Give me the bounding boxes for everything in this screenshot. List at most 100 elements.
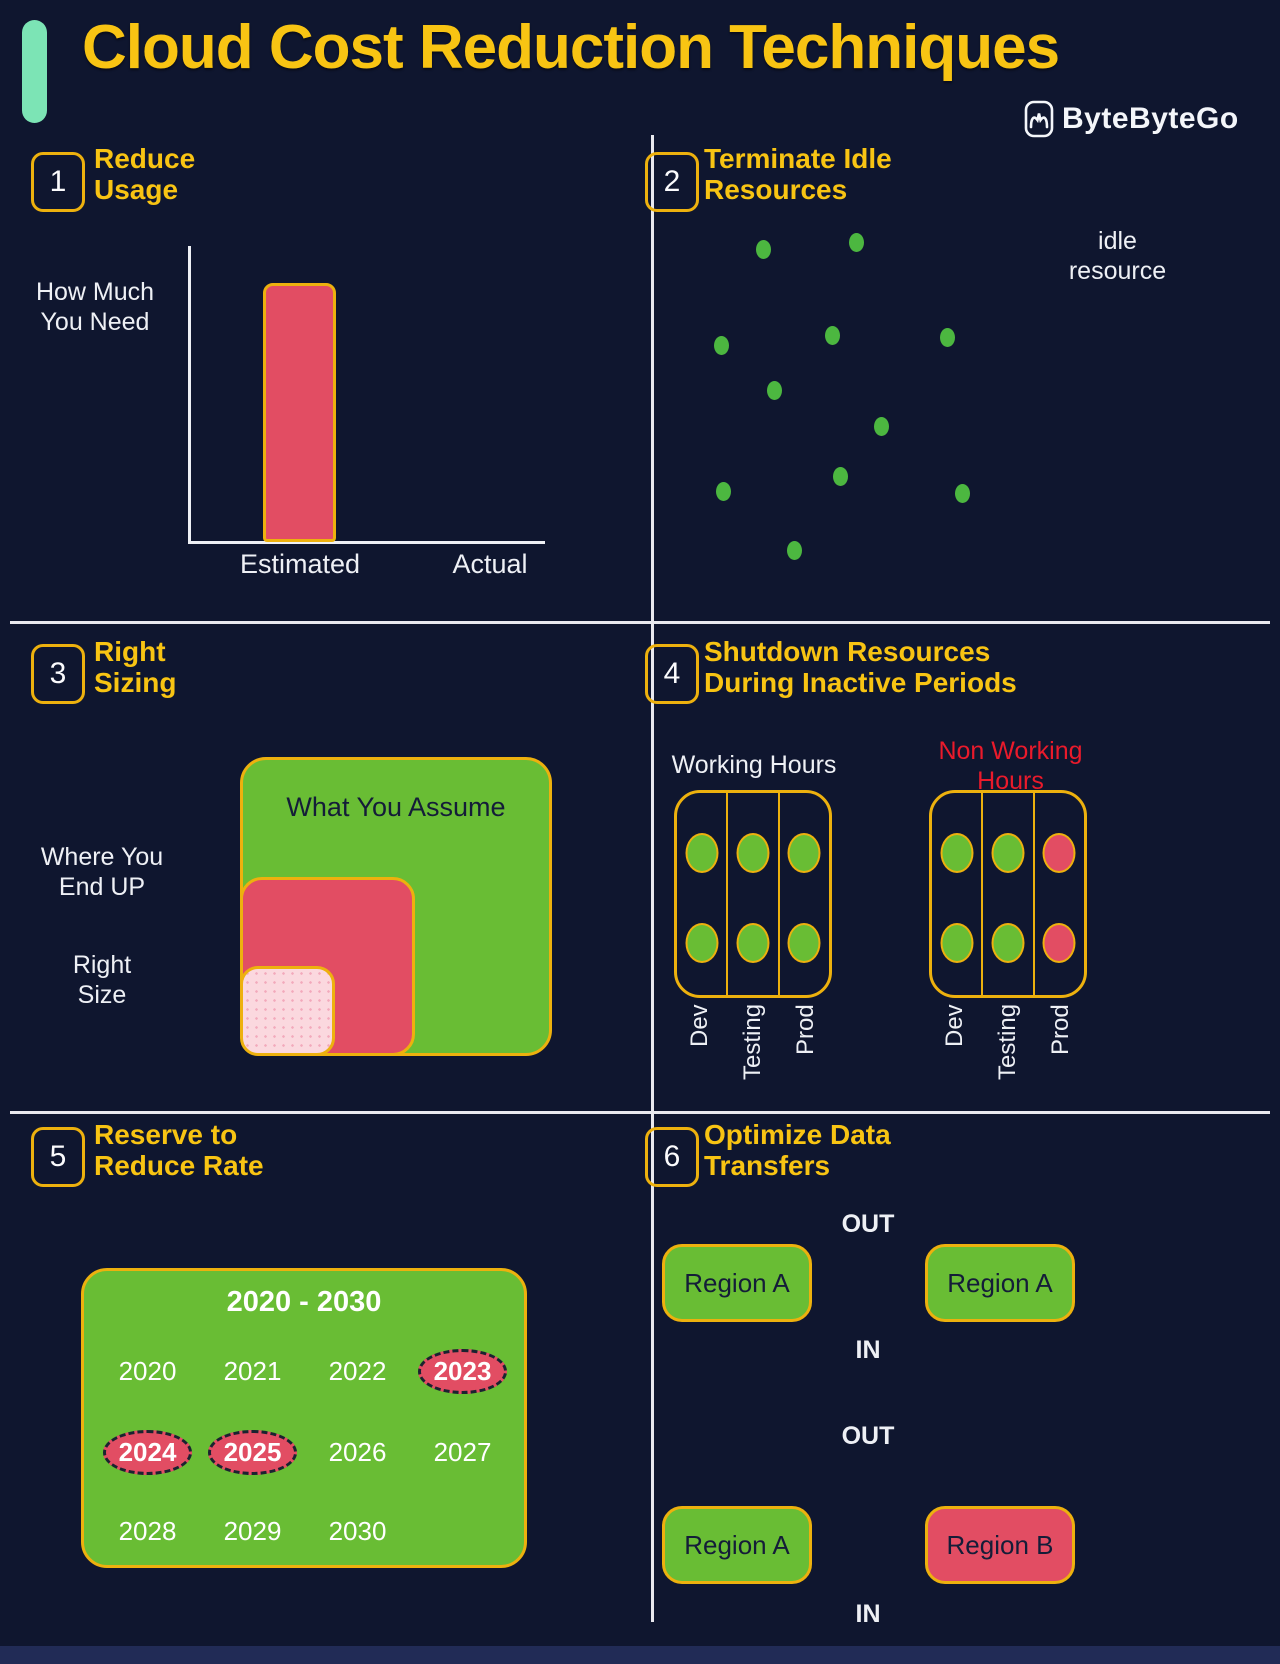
idle-resource-dot	[787, 541, 802, 560]
idle-resource-dot	[955, 484, 970, 503]
working-dev-column	[677, 793, 729, 995]
year-label: 2022	[328, 1356, 387, 1386]
resource-circle-on	[787, 833, 821, 873]
inner-label-line: Size	[77, 981, 127, 1009]
year-label: 2028	[118, 1516, 177, 1546]
bytebytego-icon	[1024, 100, 1054, 138]
panel4-title-line: During Inactive Periods	[704, 667, 1017, 698]
teal-accent-bar	[22, 20, 47, 123]
resource-circle-off	[1042, 923, 1076, 963]
resource-circle-on	[940, 923, 974, 963]
flow2-in-label: IN	[855, 1600, 881, 1628]
panel6-number: 6	[663, 1140, 681, 1173]
year-cell: 2027	[410, 1437, 515, 1475]
flow2-source-region: Region A	[662, 1506, 812, 1584]
panel1-y-label-line: How Much	[35, 278, 155, 306]
nonworking-dev-label: Dev	[941, 1004, 968, 1047]
panel1-title: Reduce Usage	[94, 143, 195, 205]
flow1-source-region: Region A	[662, 1244, 812, 1322]
inner-label-line: Right	[72, 951, 132, 979]
year-label-highlighted: 2024	[102, 1430, 193, 1475]
nonworking-dev-column	[932, 793, 984, 995]
year-label-highlighted: 2023	[417, 1349, 508, 1394]
year-label: 2027	[433, 1437, 492, 1467]
year-cell: 2024	[95, 1430, 200, 1475]
panel2-title: Terminate Idle Resources	[704, 143, 892, 205]
panel5-title-line: Reserve to	[94, 1119, 238, 1150]
working-hours-label: Working Hours	[671, 751, 837, 779]
nonworking-prod-column	[1035, 793, 1084, 995]
year-cell: 2022	[305, 1356, 410, 1394]
idle-resource-dot	[767, 381, 782, 400]
year-label-highlighted: 2025	[207, 1430, 298, 1475]
horizontal-divider-1	[10, 621, 1270, 624]
resource-circle-on	[991, 833, 1025, 873]
horizontal-divider-2	[10, 1111, 1270, 1114]
reservation-range-title: 2020 - 2030	[226, 1286, 382, 1318]
what-you-assume-label: What You Assume	[286, 792, 506, 822]
year-cell: 2021	[200, 1356, 305, 1394]
panel5-number: 5	[49, 1140, 67, 1173]
panel4-title-line: Shutdown Resources	[704, 636, 991, 667]
panel1-number: 1	[49, 165, 67, 198]
panel2-number: 2	[663, 165, 681, 198]
year-cell: 2020	[95, 1356, 200, 1394]
resource-circle-on	[991, 923, 1025, 963]
panel1-y-label-line: You Need	[40, 308, 150, 336]
year-cell: 2026	[305, 1437, 410, 1475]
nonworking-testing-label: Testing	[994, 1004, 1021, 1081]
panel1-y-axis	[188, 246, 191, 544]
non-working-hours-label: Non Working Hours	[918, 736, 1103, 796]
resource-circle-on	[787, 923, 821, 963]
resource-circle-on	[685, 833, 719, 873]
panel2-number-badge: 2	[645, 152, 699, 212]
page-title: Cloud Cost Reduction Techniques	[82, 13, 1060, 82]
idle-resource-dot	[940, 328, 955, 347]
idle-resource-dot	[716, 482, 731, 501]
panel3-title-line: Sizing	[94, 667, 177, 698]
mid-label-line: End UP	[58, 873, 146, 901]
working-prod-column	[780, 793, 829, 995]
panel5-title-line: Reduce Rate	[94, 1150, 264, 1181]
nonworking-testing-column	[983, 793, 1035, 995]
year-label: 2029	[223, 1516, 282, 1546]
panel1-number-badge: 1	[31, 152, 85, 212]
panel4-number-badge: 4	[645, 644, 699, 704]
resource-circle-off	[1042, 833, 1076, 873]
estimated-usage-bar	[263, 283, 336, 542]
panel3-number-badge: 3	[31, 644, 85, 704]
region-label: Region A	[684, 1529, 790, 1560]
panel1-x-axis	[188, 541, 545, 544]
panel6-number-badge: 6	[645, 1127, 699, 1187]
working-hours-table	[674, 790, 832, 998]
resource-circle-on	[736, 923, 770, 963]
right-size-label: Right Size	[22, 950, 182, 1010]
flow2-out-label: OUT	[841, 1422, 895, 1450]
nonworking-prod-label: Prod	[1047, 1004, 1074, 1055]
non-working-hours-table	[929, 790, 1087, 998]
footer-strip	[0, 1646, 1280, 1664]
vertical-divider	[651, 135, 654, 1622]
year-cell: 2030	[305, 1516, 410, 1547]
panel5-title: Reserve to Reduce Rate	[94, 1119, 264, 1181]
working-prod-label: Prod	[792, 1004, 819, 1055]
year-cell	[410, 1516, 515, 1547]
panel2-title-line: Resources	[704, 174, 848, 205]
year-label: 2020	[118, 1356, 177, 1386]
right-size-box	[240, 966, 335, 1056]
panel1-category-actual: Actual	[452, 549, 528, 579]
year-row-1: 2020 2021 2022 2023	[95, 1349, 515, 1394]
flow1-in-label: IN	[855, 1336, 881, 1364]
flow2-target-region: Region B	[925, 1506, 1075, 1584]
flow1-target-region: Region A	[925, 1244, 1075, 1322]
year-row-2: 2024 2025 2026 2027	[95, 1430, 515, 1475]
idle-resource-dot	[849, 233, 864, 252]
resource-circle-on	[940, 833, 974, 873]
panel6-title-line: Transfers	[704, 1150, 831, 1181]
year-cell: 2025	[200, 1430, 305, 1475]
panel2-title-line: Terminate Idle	[704, 143, 892, 174]
reservation-period-box	[81, 1268, 527, 1568]
year-cell: 2023	[410, 1349, 515, 1394]
panel1-category-estimated: Estimated	[239, 549, 361, 579]
